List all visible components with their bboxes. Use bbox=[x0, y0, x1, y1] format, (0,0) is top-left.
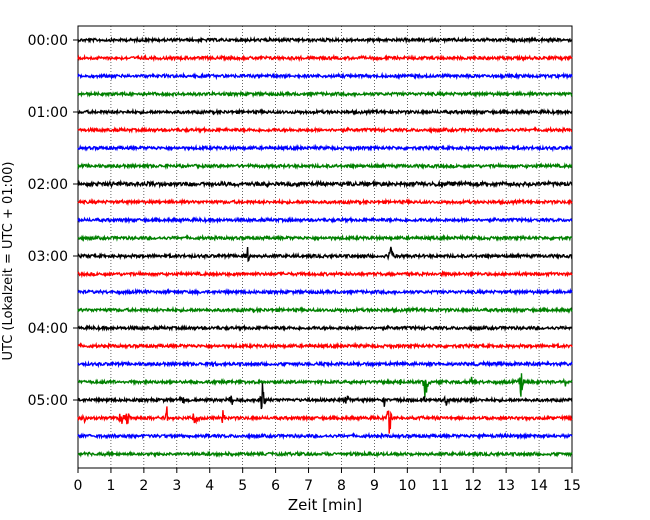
x-tick-label: 14 bbox=[530, 478, 548, 494]
x-tick-label: 7 bbox=[304, 478, 313, 494]
trace-row-16 bbox=[77, 323, 573, 333]
trace-row-8 bbox=[77, 179, 573, 189]
x-axis-label: Zeit [min] bbox=[288, 496, 362, 514]
trace-row-0 bbox=[77, 35, 573, 45]
y-tick-label: 05:00 bbox=[28, 393, 68, 409]
trace-row-6 bbox=[77, 143, 573, 153]
x-tick-label: 3 bbox=[172, 478, 181, 494]
trace-row-3 bbox=[77, 89, 573, 99]
y-tick-label: 02:00 bbox=[28, 177, 68, 193]
x-tick-label: 5 bbox=[238, 478, 247, 494]
y-tick-label: 03:00 bbox=[28, 249, 68, 265]
x-tick-label: 15 bbox=[563, 478, 581, 494]
x-tick-label: 11 bbox=[431, 478, 449, 494]
trace-row-12 bbox=[77, 246, 573, 263]
trace-row-22 bbox=[77, 431, 573, 441]
y-axis-label: UTC (Lokalzeit = UTC + 01:00) bbox=[1, 162, 16, 361]
trace-row-13 bbox=[77, 269, 573, 279]
traces bbox=[77, 35, 573, 459]
x-tick-label: 6 bbox=[271, 478, 280, 494]
y-ticks: 00:00 01:00 02:00 03:00 04:00 05:00 bbox=[28, 33, 78, 409]
x-tick-label: 12 bbox=[464, 478, 482, 494]
plot-area bbox=[77, 25, 573, 469]
trace-row-21 bbox=[77, 406, 573, 434]
x-ticks: 0 1 2 3 4 5 6 7 8 9 10 11 12 13 14 15 bbox=[74, 468, 581, 494]
trace-row-23 bbox=[77, 449, 573, 459]
y-tick-label: 00:00 bbox=[28, 33, 68, 49]
x-tick-label: 10 bbox=[398, 478, 416, 494]
trace-row-7 bbox=[77, 161, 573, 171]
trace-row-10 bbox=[77, 215, 573, 225]
trace-row-1 bbox=[77, 53, 573, 63]
x-tick-label: 4 bbox=[205, 478, 214, 494]
trace-row-9 bbox=[77, 197, 573, 207]
x-tick-label: 9 bbox=[370, 478, 379, 494]
trace-row-18 bbox=[77, 359, 573, 369]
x-tick-label: 1 bbox=[106, 478, 115, 494]
trace-row-4 bbox=[77, 107, 573, 117]
trace-row-5 bbox=[77, 125, 573, 135]
x-tick-label: 8 bbox=[337, 478, 346, 494]
trace-row-14 bbox=[77, 287, 573, 297]
x-tick-label: 2 bbox=[139, 478, 148, 494]
y-tick-label: 01:00 bbox=[28, 105, 68, 121]
trace-row-11 bbox=[77, 233, 573, 243]
trace-row-2 bbox=[77, 71, 573, 81]
x-tick-label: 13 bbox=[497, 478, 515, 494]
trace-row-15 bbox=[77, 305, 573, 315]
y-tick-label: 04:00 bbox=[28, 321, 68, 337]
trace-row-20 bbox=[77, 383, 573, 410]
x-tick-label: 0 bbox=[74, 478, 83, 494]
trace-row-19 bbox=[77, 373, 573, 398]
trace-row-17 bbox=[77, 341, 573, 351]
